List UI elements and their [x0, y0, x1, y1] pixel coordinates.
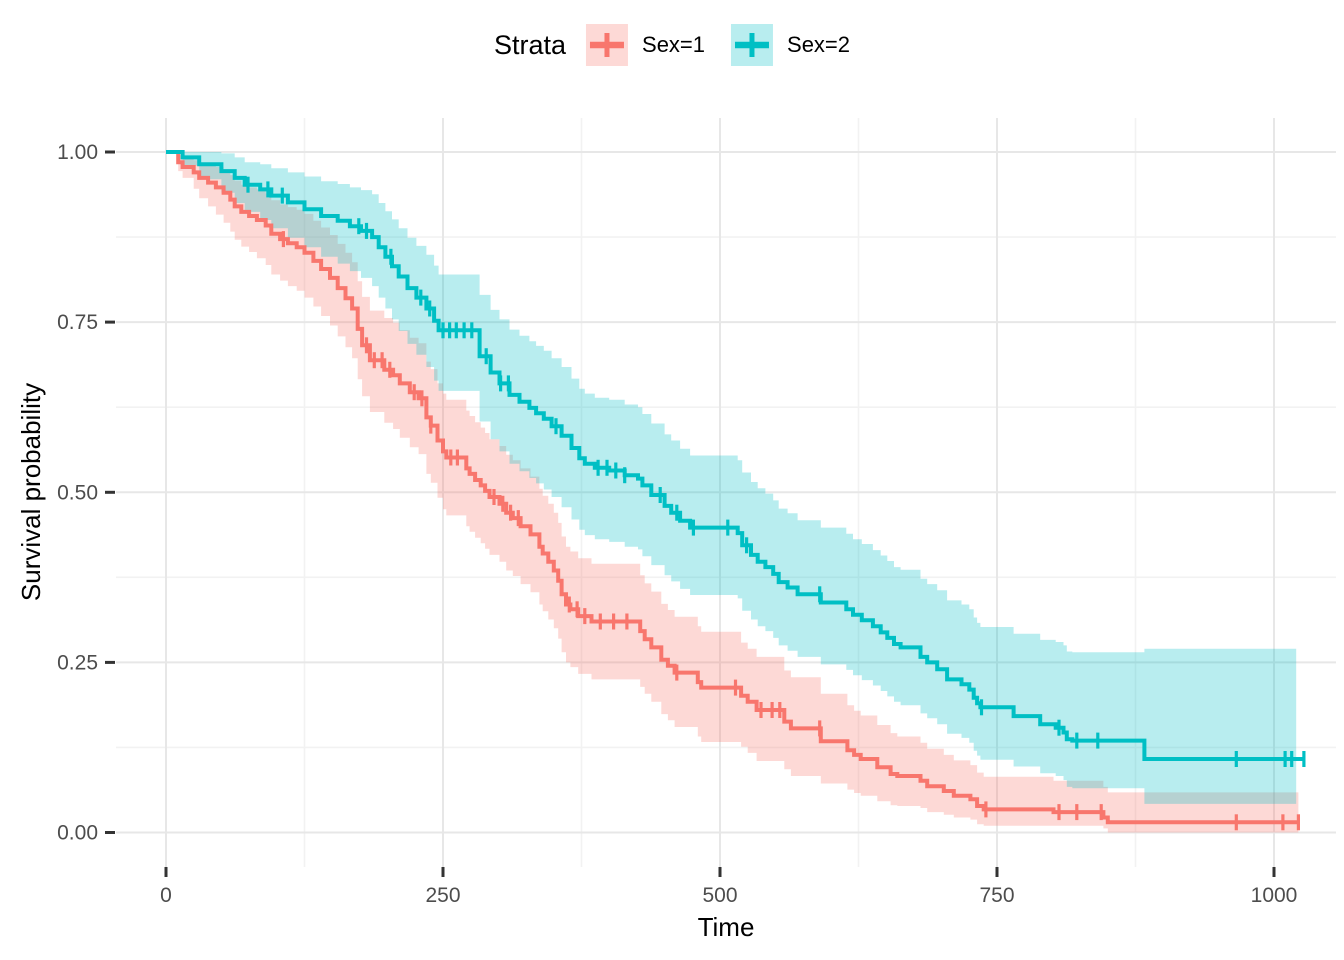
y-tick-label: 0.50: [57, 481, 98, 504]
plot-generated: 0 250 500 750 1000 0.00 0.25 0.50 0.75 1.00: [57, 118, 1336, 907]
legend: Strata Sex=1 Sex=2: [494, 24, 850, 66]
legend-key-sex2-icon: [731, 24, 774, 66]
x-tick-label: 750: [979, 884, 1014, 907]
grid-major: [116, 118, 1336, 867]
x-tick-label: 500: [702, 884, 737, 907]
legend-item-sex1: Sex=1: [586, 24, 705, 66]
x-axis-title: Time: [698, 912, 755, 942]
censor-marks-sex1: [281, 231, 1301, 831]
legend-label-sex1: Sex=1: [642, 32, 706, 57]
x-tick-label: 1000: [1251, 884, 1298, 907]
y-axis-ticks: 0.00 0.25 0.50 0.75 1.00: [57, 141, 115, 845]
y-tick-label: 0.75: [57, 311, 98, 334]
legend-item-sex2: Sex=2: [731, 24, 850, 66]
ci-band-sex1: [166, 152, 1299, 833]
x-tick-label: 250: [425, 884, 460, 907]
ci-band-sex2: [166, 152, 1297, 804]
y-tick-label: 0.00: [57, 822, 98, 845]
censor-marks-sex2: [246, 176, 1306, 767]
x-tick-label: 0: [160, 884, 172, 907]
survival-curve-sex2: [166, 150, 1304, 761]
y-axis-title: Survival probability: [16, 383, 46, 601]
legend-title: Strata: [493, 29, 567, 60]
y-tick-label: 0.25: [57, 651, 98, 674]
x-axis-ticks: 0 250 500 750 1000: [160, 867, 1297, 907]
legend-label-sex2: Sex=2: [787, 32, 851, 57]
y-tick-label: 1.00: [57, 141, 98, 164]
legend-key-sex1-icon: [586, 24, 629, 66]
